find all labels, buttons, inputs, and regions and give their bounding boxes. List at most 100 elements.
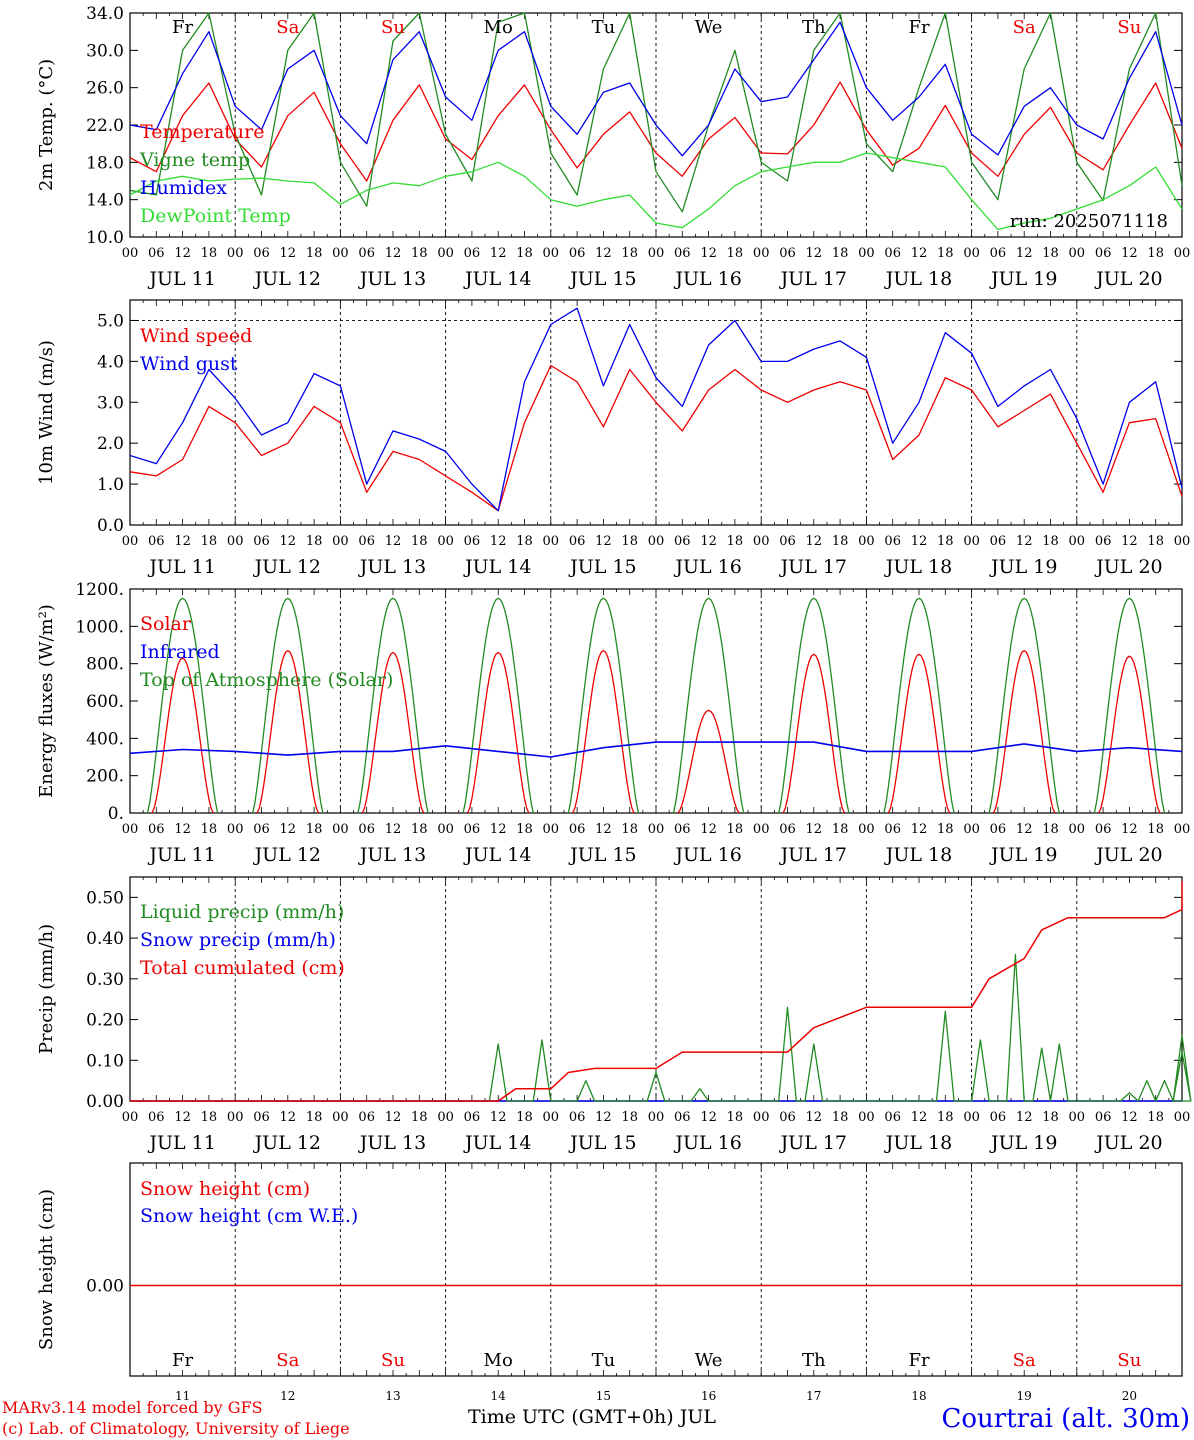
solar-arc — [466, 651, 530, 814]
y-tick-label: 0.40 — [86, 929, 124, 949]
hour-label: 06 — [569, 246, 586, 261]
hour-label: 18 — [1042, 822, 1059, 837]
hour-label: 12 — [806, 822, 823, 837]
panel-frames — [129, 12, 1183, 1377]
hour-label: 12 — [595, 246, 612, 261]
hour-label: 00 — [963, 534, 980, 549]
date-label: JUL 19 — [989, 556, 1057, 578]
hour-label: 06 — [674, 822, 691, 837]
hour-label: 12 — [385, 822, 402, 837]
hour-label: 12 — [700, 822, 717, 837]
date-label: JUL 17 — [779, 268, 847, 290]
hour-label: 18 — [832, 822, 849, 837]
hour-label: 12 — [280, 534, 297, 549]
hour-label: 18 — [516, 246, 533, 261]
hour-label: 18 — [937, 534, 954, 549]
date-label: JUL 12 — [253, 556, 321, 578]
hour-label: 00 — [227, 822, 244, 837]
hour-label: 12 — [1121, 534, 1138, 549]
hour-label: 18 — [411, 822, 428, 837]
hour-label: 18 — [727, 534, 744, 549]
hour-label: 18 — [201, 1110, 218, 1125]
date-label: JUL 18 — [884, 556, 952, 578]
hour-label: 12 — [174, 246, 191, 261]
y-tick-label: 30.0 — [86, 41, 124, 61]
date-label: JUL 18 — [884, 268, 952, 290]
hour-label: 00 — [437, 822, 454, 837]
hour-label: 12 — [174, 1110, 191, 1125]
hour-label: 12 — [385, 1110, 402, 1125]
weekday-label: Tu — [592, 17, 616, 38]
y-tick-label: 0.20 — [86, 1011, 124, 1031]
weekday-label: Mo — [484, 17, 513, 38]
hour-label: 00 — [753, 822, 770, 837]
date-label: JUL 16 — [673, 844, 741, 866]
hour-label: 18 — [411, 246, 428, 261]
hour-label: 12 — [806, 1110, 823, 1125]
weekday-label: Fr — [908, 1350, 929, 1371]
date-label: JUL 20 — [1094, 556, 1162, 578]
hour-label: 12 — [280, 246, 297, 261]
weekday-label: Su — [381, 17, 405, 38]
date-label: JUL 19 — [989, 268, 1057, 290]
y-tick-label: 1200. — [75, 580, 124, 600]
y-axis-label: Energy fluxes (W/m²) — [36, 604, 57, 798]
hour-label: 12 — [174, 534, 191, 549]
hour-label: 06 — [990, 534, 1007, 549]
hour-label: 00 — [648, 246, 665, 261]
hour-label: 12 — [280, 822, 297, 837]
hour-label: 18 — [727, 822, 744, 837]
hour-label: 00 — [543, 822, 560, 837]
date-label: JUL 17 — [779, 1132, 847, 1154]
hour-label: 12 — [1016, 822, 1033, 837]
y-tick-label: 22.0 — [86, 116, 124, 136]
y-axis-label: 10m Wind (m/s) — [36, 340, 57, 485]
hour-label: 12 — [490, 822, 507, 837]
toa-arc — [883, 597, 955, 814]
hour-label: 06 — [990, 1110, 1007, 1125]
toa-arc — [1093, 597, 1166, 814]
hour-label: 18 — [727, 1110, 744, 1125]
hour-label: 00 — [332, 534, 349, 549]
hour-label: 00 — [543, 246, 560, 261]
solar-arc — [992, 649, 1056, 814]
hour-label: 12 — [385, 534, 402, 549]
toa-arc — [252, 597, 324, 814]
hour-label: 06 — [464, 246, 481, 261]
weekday-label: Sa — [276, 1350, 299, 1371]
hour-label: 18 — [306, 822, 323, 837]
y-tick-label: 0.0 — [97, 516, 124, 536]
hour-label: 00 — [753, 1110, 770, 1125]
legend-entry: DewPoint Temp — [140, 205, 291, 227]
series-line — [129, 12, 1183, 213]
hour-label: 06 — [358, 822, 375, 837]
day-number-label: 12 — [280, 1389, 295, 1403]
panel-frame — [129, 588, 1183, 814]
y-tick-label: 34.0 — [86, 4, 124, 24]
hour-label: 12 — [1016, 246, 1033, 261]
legend-entry: Snow height (cm) — [140, 1178, 310, 1200]
date-label: JUL 12 — [253, 844, 321, 866]
y-tick-label: 4.0 — [97, 352, 124, 372]
date-label: JUL 16 — [673, 268, 741, 290]
hour-label: 06 — [358, 1110, 375, 1125]
hour-label: 18 — [201, 246, 218, 261]
series-line — [129, 152, 1183, 231]
hour-label: 12 — [806, 246, 823, 261]
hour-label: 00 — [227, 246, 244, 261]
hour-label: 06 — [464, 1110, 481, 1125]
y-tick-label: 5.0 — [97, 311, 124, 331]
time-axis-label: Time UTC (GMT+0h) JUL — [468, 1406, 716, 1428]
hour-label: 06 — [148, 246, 165, 261]
date-label: JUL 15 — [568, 556, 636, 578]
hour-label: 06 — [884, 1110, 901, 1125]
legend-entry: Vigne temp — [139, 149, 250, 171]
solar-arc — [782, 653, 846, 814]
date-label: JUL 13 — [358, 556, 426, 578]
hour-label: 18 — [727, 246, 744, 261]
hour-label: 00 — [1174, 822, 1191, 837]
y-tick-label: 26.0 — [86, 79, 124, 99]
legend-entry: Top of Atmosphere (Solar) — [140, 669, 393, 691]
hour-label: 12 — [700, 246, 717, 261]
date-label: JUL 16 — [673, 1132, 741, 1154]
